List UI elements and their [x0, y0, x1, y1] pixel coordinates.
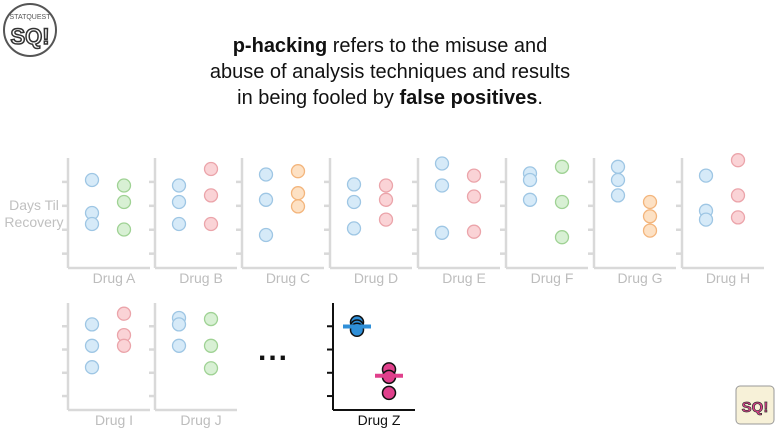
panel-label: Drug E — [442, 270, 486, 286]
data-point-blue — [171, 338, 187, 353]
data-point-red — [116, 306, 132, 321]
data-point-blue — [171, 178, 187, 193]
data-point-orange — [642, 223, 658, 238]
panel-label: Drug Z — [358, 412, 401, 428]
data-point-red — [730, 210, 746, 225]
y-axis-label-line1: Days Til — [9, 197, 59, 213]
data-point-green — [554, 159, 570, 174]
data-point-green — [116, 178, 132, 193]
logo-top-text: STATQUEST — [10, 14, 52, 21]
data-point-blue — [84, 172, 100, 188]
data-point-red — [466, 168, 482, 183]
data-point-blue — [258, 227, 274, 243]
headline-line3-pre: in being fooled by — [237, 87, 400, 109]
data-point-red — [203, 188, 219, 203]
data-point-orange — [290, 186, 306, 201]
y-axis-label-line2: Recovery — [4, 214, 63, 230]
data-point-orange — [290, 164, 306, 179]
statquest-logo: STATQUEST SQ! — [3, 3, 57, 57]
data-point-orange — [642, 209, 658, 224]
panel-label: Drug D — [354, 270, 398, 286]
panel-label: Drug F — [531, 270, 574, 286]
data-point-blue — [434, 156, 450, 171]
data-point-blue — [84, 360, 100, 375]
headline-emphasis: false positives — [399, 87, 538, 109]
data-point-green — [203, 361, 219, 376]
headline-term: p-hacking — [232, 35, 328, 57]
data-point-blue — [610, 159, 626, 174]
data-point-orange — [642, 194, 658, 210]
data-point-blue — [522, 172, 538, 188]
headline-line3-post: . — [537, 87, 543, 109]
data-point-red — [466, 224, 482, 239]
data-point-blue — [522, 192, 538, 207]
data-point-pink — [381, 385, 397, 401]
data-point-red — [203, 161, 219, 177]
panel-label: Drug H — [706, 270, 750, 286]
data-point-red — [378, 192, 394, 207]
panel-label: Drug C — [266, 270, 310, 286]
data-point-red — [730, 153, 746, 168]
data-point-red — [203, 216, 219, 232]
logo-small-text: SQ! — [742, 399, 769, 416]
data-point-blue — [171, 216, 187, 232]
ellipsis: ... — [258, 334, 290, 367]
data-point-red — [116, 338, 132, 353]
data-point-red — [378, 178, 394, 193]
data-point-blue — [171, 194, 187, 210]
data-point-blue — [610, 172, 626, 188]
data-point-red — [730, 188, 746, 203]
data-point-blue — [698, 212, 714, 227]
data-point-green — [554, 230, 570, 245]
panel-label: Drug I — [95, 412, 133, 428]
statquest-logo-small: SQ! — [735, 385, 775, 425]
data-point-green — [554, 194, 570, 210]
data-point-blue — [346, 221, 362, 236]
headline-line1: refers to the misuse and — [327, 35, 548, 57]
data-point-green — [116, 194, 132, 210]
panel-label: Drug G — [617, 270, 662, 286]
panel-label: Drug B — [179, 270, 223, 286]
data-point-blue — [171, 317, 187, 332]
panel-label: Drug A — [93, 270, 136, 286]
headline-line2: abuse of analysis techniques and results — [209, 61, 571, 83]
data-point-orange — [290, 199, 306, 214]
data-point-green — [203, 311, 219, 327]
data-point-blue — [258, 167, 274, 182]
data-point-blue — [434, 178, 450, 193]
data-point-blue — [346, 177, 362, 192]
data-point-blue — [258, 192, 274, 207]
data-point-blue — [84, 317, 100, 332]
data-point-red — [378, 212, 394, 227]
data-point-red — [466, 189, 482, 204]
logo-main-text: SQ! — [10, 24, 49, 49]
panel-label: Drug J — [180, 412, 221, 428]
data-point-blue — [698, 168, 714, 183]
data-point-green — [203, 338, 219, 353]
data-point-blue — [610, 188, 626, 203]
data-point-blue — [84, 216, 100, 232]
data-point-blue — [84, 338, 100, 353]
headline: p-hacking refers to the misuse and abuse… — [150, 33, 630, 111]
data-point-green — [116, 222, 132, 237]
data-point-blue — [434, 225, 450, 240]
data-point-blue — [346, 194, 362, 210]
